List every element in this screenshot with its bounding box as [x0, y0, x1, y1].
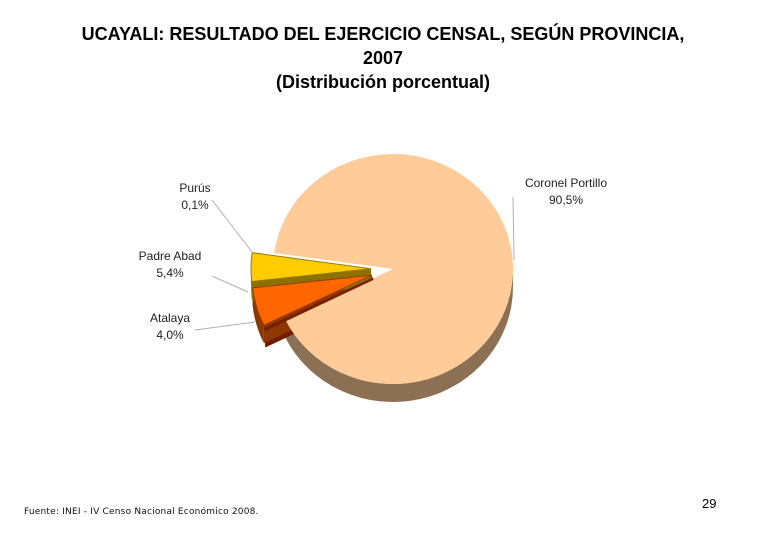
- slice-label-2: Padre Abad: [139, 249, 202, 263]
- leader-line-2: [211, 275, 249, 293]
- slice-label-1: Purús: [179, 181, 210, 195]
- slice-label-3: Atalaya: [150, 311, 190, 325]
- leader-line-3: [194, 321, 256, 331]
- leader-line-1: [211, 199, 253, 253]
- slice-labels: Coronel Portillo 90,5% Purús 0,1% Padre Abad…: [139, 176, 608, 342]
- slice-value-3: 4,0%: [156, 328, 184, 342]
- slice-coronel-portillo: [274, 153, 514, 384]
- slice-value-2: 5,4%: [156, 266, 184, 280]
- chart-title: UCAYALI: RESULTADO DEL EJERCICIO CENSAL,…: [20, 22, 746, 94]
- slice-padre-abad: [252, 274, 373, 326]
- source-note: Fuente: INEI - IV Censo Nacional Económi…: [24, 507, 259, 517]
- slice-pur-s: [263, 277, 374, 332]
- title-line-2: 2007: [362, 48, 404, 68]
- slice-side-0: [285, 269, 513, 402]
- pie-slices: [250, 153, 514, 384]
- page-number: 29: [702, 496, 717, 511]
- title-line-1: UCAYALI: RESULTADO DEL EJERCICIO CENSAL,…: [81, 24, 685, 44]
- slice-label-0: Coronel Portillo: [525, 176, 607, 190]
- slice-atalaya: [250, 252, 372, 283]
- slice-value-0: 90,5%: [549, 193, 583, 207]
- title-line-3: (Distribución porcentual): [275, 72, 490, 92]
- slice-side-2: [252, 287, 264, 344]
- slice-value-1: 0,1%: [181, 198, 209, 212]
- leader-line-0: [512, 196, 515, 261]
